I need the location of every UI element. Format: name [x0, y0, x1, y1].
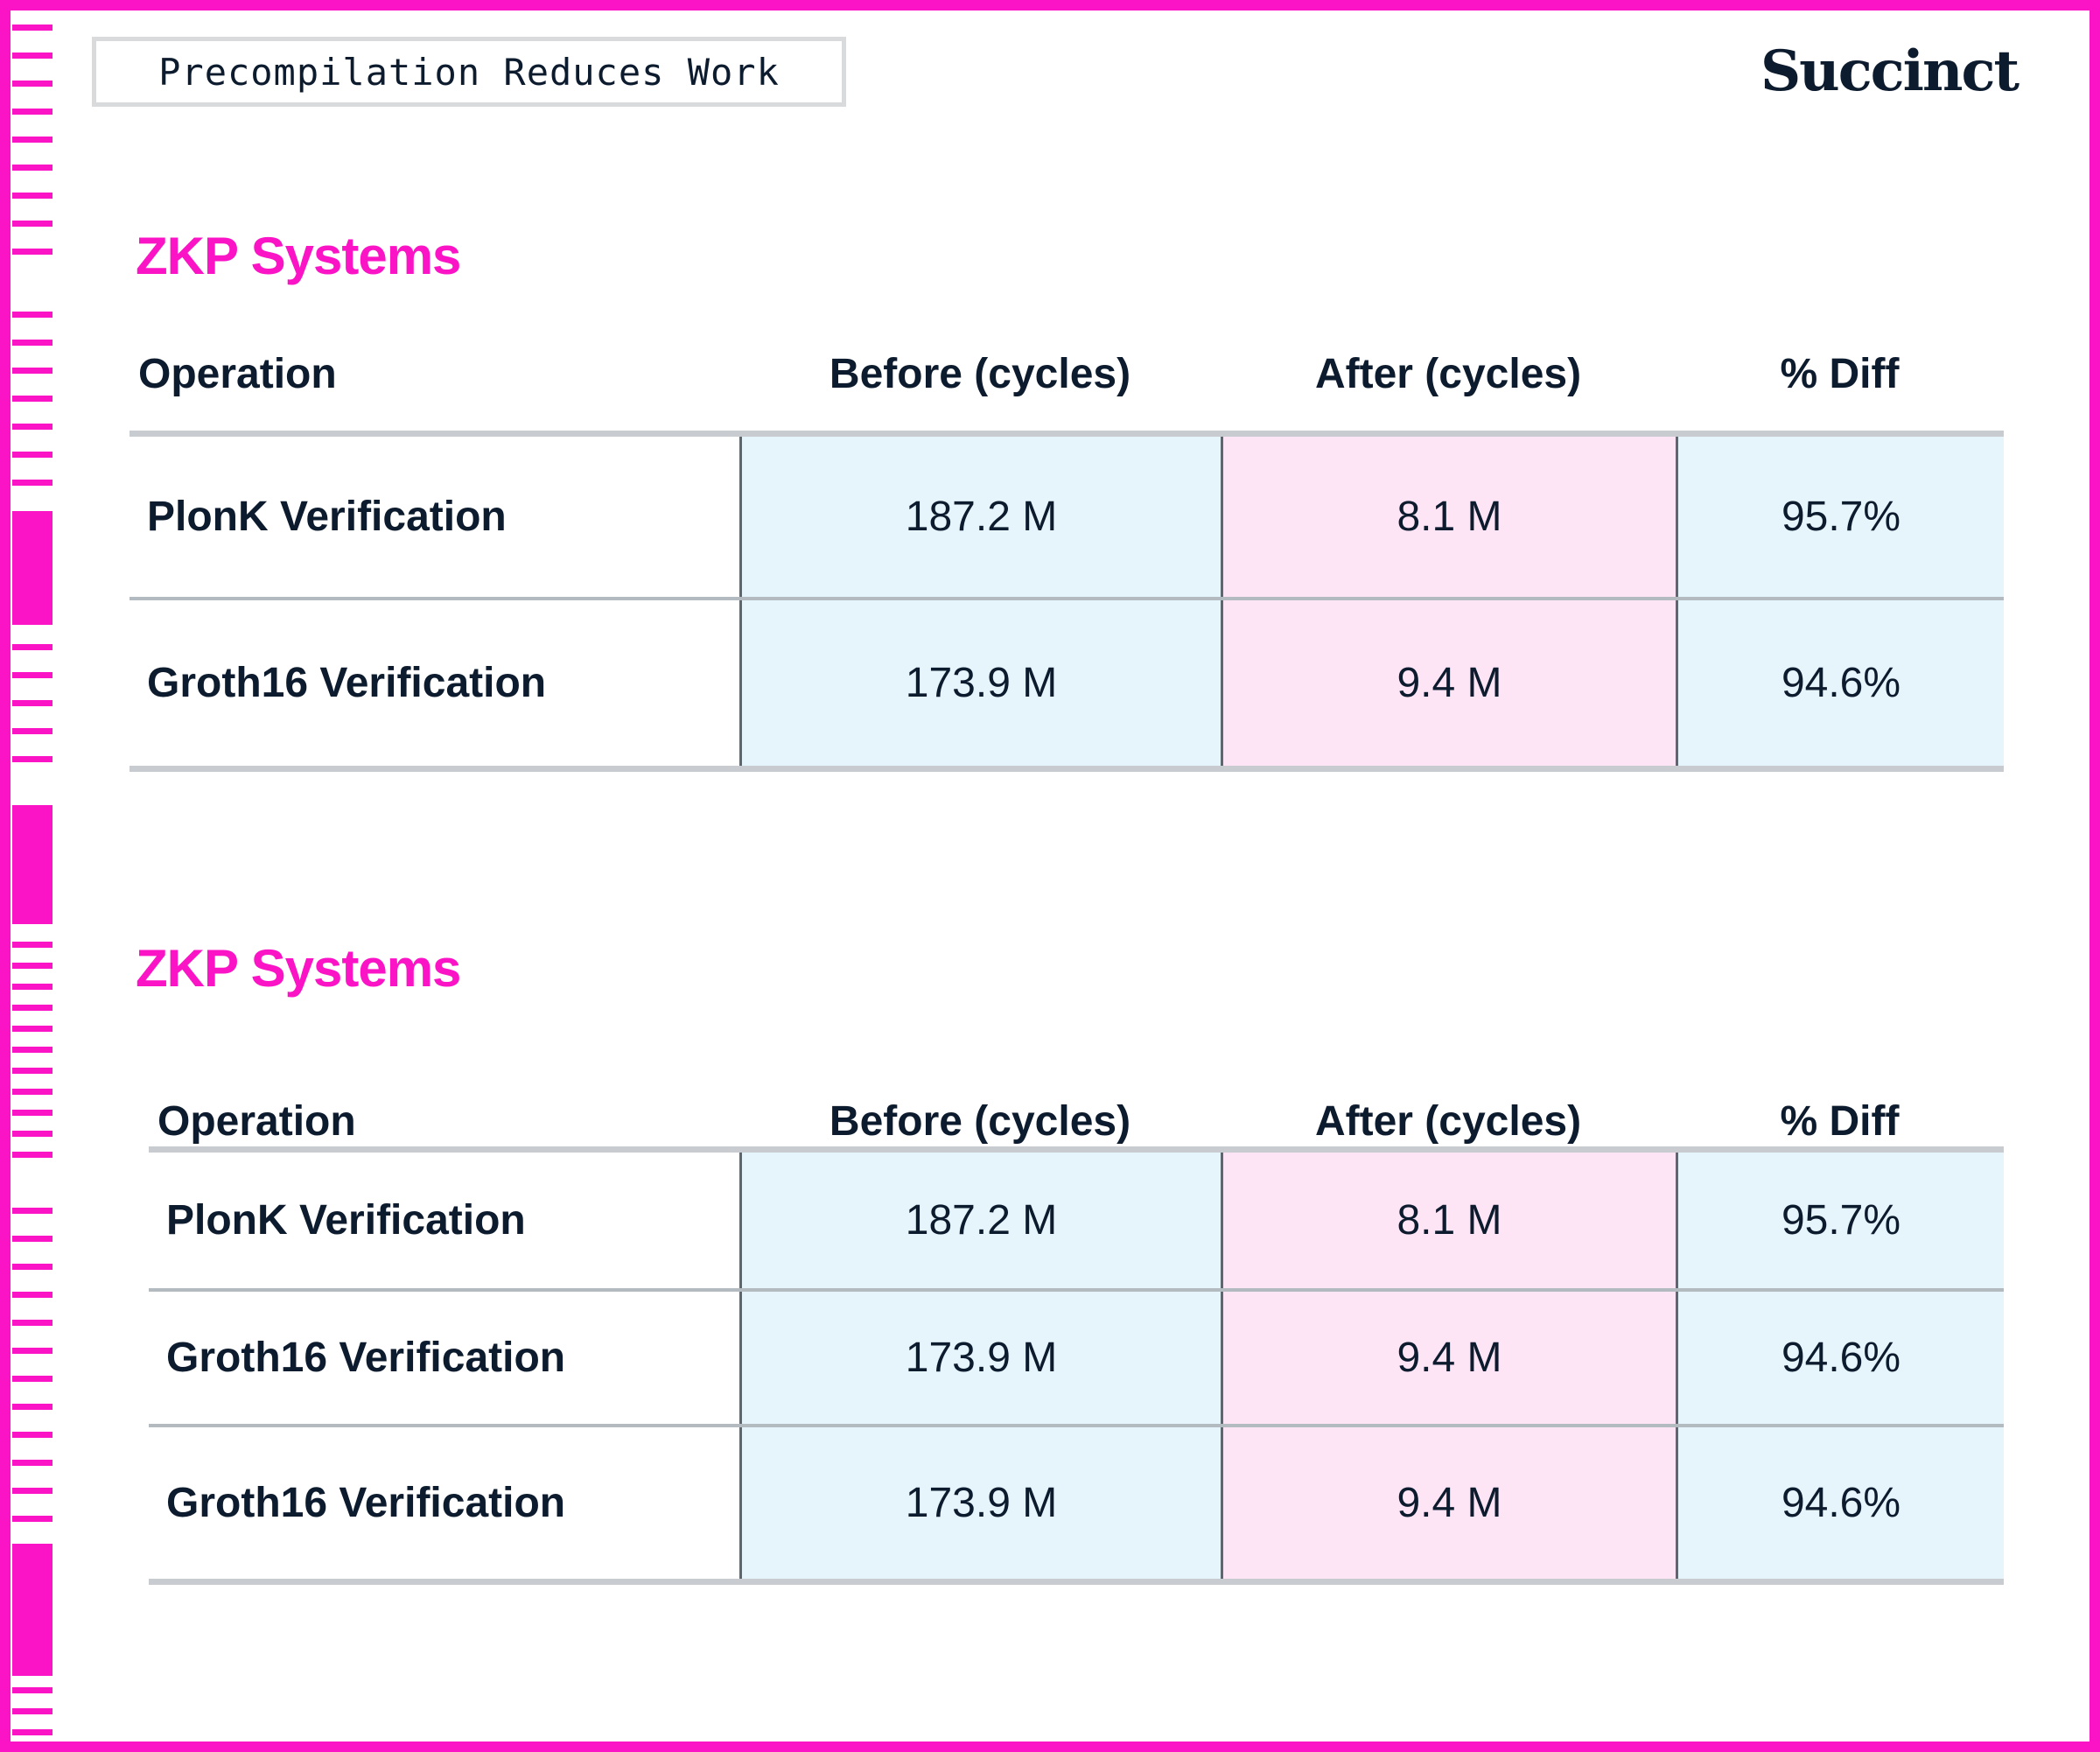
strip-bar [12, 1236, 52, 1242]
operation-cell: Groth16 Verification [149, 1427, 739, 1579]
strip-bar [12, 452, 52, 458]
strip-bar [12, 1404, 52, 1410]
before-cell: 187.2 M [739, 437, 1221, 597]
strip-bar [12, 1068, 52, 1074]
strip-bar [12, 1292, 52, 1298]
strip-bar [12, 1432, 52, 1438]
before-cell: 173.9 M [739, 1292, 1221, 1424]
table-row: Groth16 Verification 173.9 M 9.4 M 94.6% [149, 1424, 2004, 1579]
strip-bar [12, 109, 52, 115]
diff-cell: 95.7% [1676, 1153, 2004, 1288]
strip-bar [12, 805, 52, 924]
strip-bar [12, 1708, 52, 1714]
column-header-after: After (cycles) [1314, 1097, 1582, 1145]
table-row: PlonK Verification 187.2 M 8.1 M 95.7% [149, 1153, 2004, 1288]
strip-bar [12, 312, 52, 318]
left-barcode-strip [10, 0, 54, 1752]
page-title: Precompilation Reduces Work [158, 50, 780, 94]
title-box: Precompilation Reduces Work [92, 37, 846, 107]
strip-bar [12, 1089, 52, 1095]
column-header-operation: Operation [158, 1097, 356, 1145]
diff-cell: 94.6% [1676, 1292, 2004, 1424]
table-header-row: Operation Before (cycles) After (cycles)… [149, 1096, 2004, 1146]
section-heading: ZKP Systems [136, 227, 461, 285]
before-cell: 173.9 M [739, 600, 1221, 766]
after-cell: 9.4 M [1221, 1427, 1676, 1579]
strip-bar [12, 368, 52, 374]
table-row: Groth16 Verification 173.9 M 9.4 M 94.6% [149, 1288, 2004, 1424]
strip-bar [12, 53, 52, 59]
table-body: PlonK Verification 187.2 M 8.1 M 95.7% G… [130, 431, 2004, 772]
strip-bar [12, 1320, 52, 1326]
strip-bar [12, 480, 52, 486]
strip-bar [12, 1152, 52, 1158]
strip-bar [12, 1026, 52, 1032]
after-cell: 9.4 M [1221, 1292, 1676, 1424]
operation-cell: Groth16 Verification [130, 600, 739, 766]
strip-bar [12, 1544, 52, 1676]
column-header-before: Before (cycles) [829, 1097, 1131, 1145]
strip-bar [12, 984, 52, 990]
strip-bar [12, 728, 52, 734]
before-cell: 173.9 M [739, 1427, 1221, 1579]
strip-bar [12, 1488, 52, 1494]
strip-bar [12, 1516, 52, 1522]
table-row: Groth16 Verification 173.9 M 9.4 M 94.6% [130, 597, 2004, 766]
column-header-before: Before (cycles) [829, 350, 1131, 397]
succinct-logo: Succinct [1760, 39, 2020, 104]
strip-bar [12, 1264, 52, 1270]
strip-bar [12, 396, 52, 402]
strip-bar [12, 340, 52, 346]
strip-bar [12, 963, 52, 969]
strip-bar [12, 221, 52, 227]
strip-bar [12, 137, 52, 143]
strip-bar [12, 1729, 52, 1735]
operation-cell: PlonK Verification [149, 1153, 739, 1288]
section-heading: ZKP Systems [136, 939, 461, 998]
strip-bar [12, 1348, 52, 1354]
strip-bar [12, 81, 52, 87]
strip-bar [12, 25, 52, 31]
operation-cell: Groth16 Verification [149, 1292, 739, 1424]
strip-bar [12, 1208, 52, 1214]
strip-bar [12, 1005, 52, 1011]
strip-bar [12, 700, 52, 706]
diff-cell: 95.7% [1676, 437, 2004, 597]
strip-bar [12, 1460, 52, 1466]
column-header-after: After (cycles) [1314, 350, 1582, 397]
operation-cell: PlonK Verification [130, 437, 739, 597]
column-header-diff: % Diff [1780, 350, 1900, 397]
table-body: PlonK Verification 187.2 M 8.1 M 95.7% G… [149, 1146, 2004, 1585]
table-header-row: Operation Before (cycles) After (cycles)… [130, 348, 2004, 399]
before-cell: 187.2 M [739, 1153, 1221, 1288]
strip-bar [12, 1131, 52, 1137]
strip-bar [12, 1687, 52, 1693]
strip-bar [12, 672, 52, 678]
after-cell: 8.1 M [1221, 437, 1676, 597]
strip-bar [12, 424, 52, 430]
after-cell: 8.1 M [1221, 1153, 1676, 1288]
strip-bar [12, 756, 52, 762]
diff-cell: 94.6% [1676, 1427, 2004, 1579]
strip-bar [12, 1110, 52, 1116]
diff-cell: 94.6% [1676, 600, 2004, 766]
strip-bar [12, 249, 52, 255]
strip-bar [12, 511, 52, 625]
column-header-operation: Operation [138, 350, 337, 397]
strip-bar [12, 942, 52, 948]
strip-bar [12, 165, 52, 171]
column-header-diff: % Diff [1780, 1097, 1900, 1145]
table-row: PlonK Verification 187.2 M 8.1 M 95.7% [130, 437, 2004, 597]
strip-bar [12, 193, 52, 199]
after-cell: 9.4 M [1221, 600, 1676, 766]
strip-bar [12, 1376, 52, 1382]
strip-bar [12, 1047, 52, 1053]
strip-bar [12, 644, 52, 650]
